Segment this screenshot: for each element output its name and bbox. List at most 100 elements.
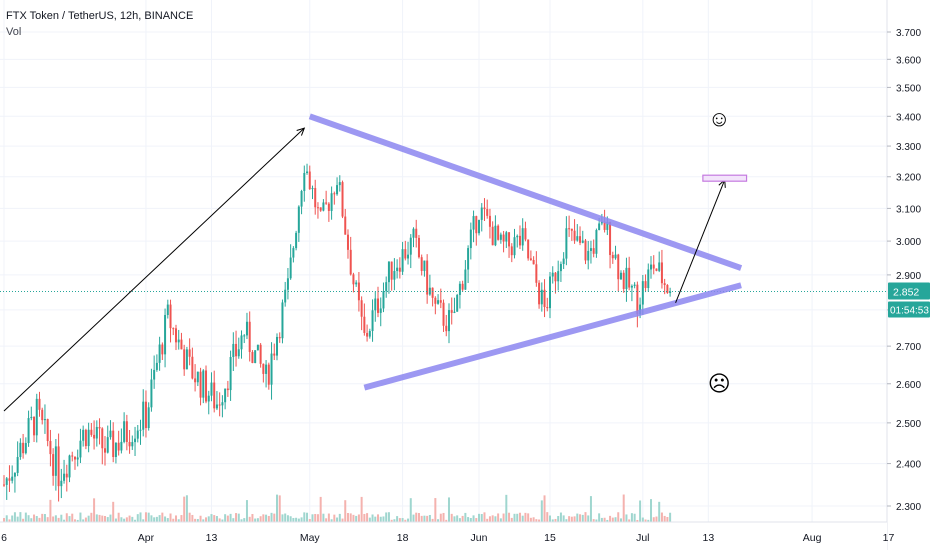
- candle-body: [106, 437, 109, 453]
- candle-body: [491, 226, 494, 246]
- candle-body: [188, 349, 191, 357]
- last-price-label: 2.852: [893, 287, 919, 299]
- candle-body: [368, 331, 371, 337]
- volume-bar: [259, 516, 262, 522]
- volume-bar: [393, 519, 396, 522]
- volume-bar: [229, 513, 232, 522]
- candle-body: [79, 440, 82, 458]
- candle-body: [16, 457, 19, 473]
- volume-bar: [120, 517, 123, 522]
- volume-bar: [417, 513, 420, 522]
- volume-bar: [205, 517, 208, 522]
- candle-body: [658, 262, 661, 271]
- volume-bar: [35, 516, 38, 522]
- candle-body: [393, 271, 396, 280]
- volume-bar: [226, 515, 229, 522]
- candle-body: [93, 434, 96, 439]
- candle-body: [516, 235, 519, 238]
- candle-body: [41, 409, 44, 421]
- volume-bar: [549, 515, 551, 522]
- candle-body: [172, 328, 175, 330]
- candle-body: [557, 271, 560, 282]
- volume-bar: [428, 514, 431, 522]
- volume-bar: [630, 513, 633, 522]
- volume-bar: [185, 495, 188, 522]
- candle-body: [221, 402, 224, 406]
- candle-body: [166, 304, 169, 315]
- volume-bar: [87, 515, 90, 522]
- candle-body: [518, 235, 521, 246]
- candle-body: [30, 416, 33, 419]
- candle-body: [666, 285, 669, 294]
- volume-bar: [164, 516, 167, 522]
- volume-bar: [60, 514, 63, 522]
- y-tick-label: 2.400: [896, 460, 921, 471]
- candle-body: [639, 304, 642, 315]
- candle-body: [22, 442, 25, 454]
- candle-body: [398, 267, 401, 272]
- candle-body: [256, 344, 259, 351]
- volume-bar: [166, 518, 169, 522]
- y-tick-label: 3.000: [896, 237, 921, 248]
- candle-body: [210, 382, 213, 396]
- volume-bar: [551, 519, 554, 522]
- countdown-label: 01:54:53: [890, 306, 929, 317]
- volume-indicator-label: Vol: [6, 26, 22, 38]
- candle-body: [546, 307, 549, 309]
- y-tick-label: 2.900: [896, 271, 921, 282]
- volume-bar: [112, 501, 115, 522]
- candle-body: [453, 311, 456, 313]
- candle-body: [461, 283, 464, 290]
- candle-body: [243, 335, 246, 337]
- candle-body: [379, 308, 382, 313]
- volume-bar: [243, 518, 246, 522]
- volume-bar: [202, 519, 205, 522]
- candle-body: [311, 188, 314, 190]
- candle-body: [13, 472, 16, 477]
- volume-bar: [491, 515, 494, 522]
- volume-bar: [338, 513, 341, 522]
- volume-bar: [458, 518, 461, 522]
- volume-bar: [147, 512, 150, 522]
- candle-body: [570, 228, 573, 231]
- candle-body: [450, 310, 453, 313]
- candle-body: [262, 363, 265, 374]
- candle-body: [619, 272, 622, 280]
- candle-body: [475, 216, 478, 234]
- volume-bar: [595, 519, 598, 522]
- volume-bar: [456, 515, 459, 522]
- volume-bar: [622, 494, 625, 522]
- volume-bar: [114, 518, 117, 522]
- candle-body: [267, 364, 270, 385]
- volume-bar: [412, 514, 415, 522]
- volume-bar: [136, 514, 139, 522]
- volume-bar: [73, 519, 76, 522]
- candle-body: [617, 254, 620, 280]
- candle-body: [568, 228, 571, 230]
- volume-bar: [527, 513, 530, 522]
- candle-body: [669, 291, 672, 294]
- volume-bar: [625, 514, 628, 522]
- volume-bar: [570, 516, 573, 522]
- volume-bar: [396, 516, 399, 522]
- candle-body: [521, 228, 524, 246]
- volume-bar: [30, 518, 33, 522]
- volume-bar: [54, 515, 57, 522]
- candle-body: [559, 263, 562, 272]
- candle-body: [52, 454, 55, 476]
- candle-body: [150, 379, 153, 408]
- candle-body: [27, 418, 30, 444]
- price-axis-panel: [887, 0, 932, 550]
- candle-body: [499, 234, 502, 240]
- candle-body: [144, 401, 147, 429]
- volume-bar: [357, 514, 360, 522]
- candle-body: [633, 284, 636, 286]
- volume-bar: [368, 517, 371, 522]
- candle-body: [338, 182, 341, 186]
- volume-bar: [404, 519, 407, 522]
- volume-bar: [508, 512, 511, 522]
- y-tick-label: 2.600: [896, 380, 921, 391]
- candle-body: [565, 228, 568, 259]
- volume-bar: [426, 515, 429, 522]
